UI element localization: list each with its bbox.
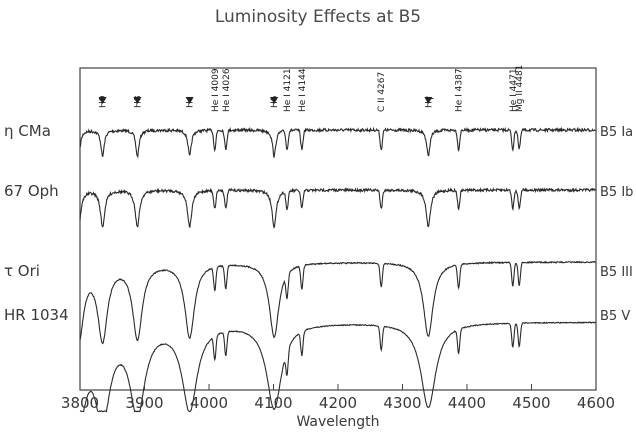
spectral-line-label: He I 4026 bbox=[222, 68, 232, 112]
spectral-class-label: B5 Ib bbox=[600, 185, 633, 200]
spectrum-line bbox=[79, 260, 596, 345]
spectral-line-label: Mg II 4481 bbox=[515, 65, 525, 112]
spectral-line-label: He I 4121 bbox=[283, 68, 293, 112]
spectrum-line bbox=[79, 126, 596, 159]
star-name-layer: η CMa 67 Oph τ Ori HR 1034 bbox=[4, 122, 69, 324]
spectral-line-marker bbox=[185, 97, 194, 104]
star-name-label: η CMa bbox=[4, 122, 51, 140]
spectrum-line bbox=[79, 186, 596, 229]
x-tick-label: 4100 bbox=[254, 394, 292, 412]
x-axis-ticks: 3800 3900 4000 4100 4200 4300 4400 4500 4600 bbox=[61, 384, 615, 412]
x-axis-label: Wavelength bbox=[296, 414, 379, 430]
spectral-line-label: C II 4267 bbox=[377, 72, 387, 112]
spectral-line-label: He I 4387 bbox=[455, 68, 465, 112]
spectral-line-label: He I 4144 bbox=[298, 68, 308, 112]
x-tick-label: 4400 bbox=[448, 394, 486, 412]
x-tick-label: 4200 bbox=[319, 394, 357, 412]
x-tick-label: 3900 bbox=[125, 394, 163, 412]
x-tick-label: 4300 bbox=[383, 394, 421, 412]
spectral-line-marker bbox=[270, 97, 279, 104]
x-tick-label: 3800 bbox=[61, 394, 99, 412]
spectral-class-label: B5 V bbox=[600, 309, 630, 324]
spectra-layer bbox=[79, 126, 596, 413]
star-name-label: HR 1034 bbox=[4, 306, 69, 324]
spectral-line-marker bbox=[424, 97, 433, 104]
spectral-class-label: B5 Ia bbox=[600, 125, 633, 140]
chart-title: Luminosity Effects at B5 bbox=[215, 7, 421, 27]
star-name-label: 67 Oph bbox=[4, 182, 59, 200]
spectral-line-label: He I 4009 bbox=[211, 68, 221, 112]
x-tick-label: 4000 bbox=[190, 394, 228, 412]
spectrum-line bbox=[79, 321, 596, 413]
spectral-line-marker bbox=[133, 97, 142, 104]
star-name-label: τ Ori bbox=[4, 262, 40, 280]
spectral-line-label: He I 4471 bbox=[509, 68, 519, 112]
x-tick-label: 4600 bbox=[577, 394, 615, 412]
x-tick-label: 4500 bbox=[512, 394, 550, 412]
spectral-class-label: B5 III bbox=[600, 265, 633, 280]
spectral-line-marker bbox=[98, 97, 107, 104]
spectral-class-layer: B5 Ia B5 Ib B5 III B5 V bbox=[600, 125, 633, 324]
